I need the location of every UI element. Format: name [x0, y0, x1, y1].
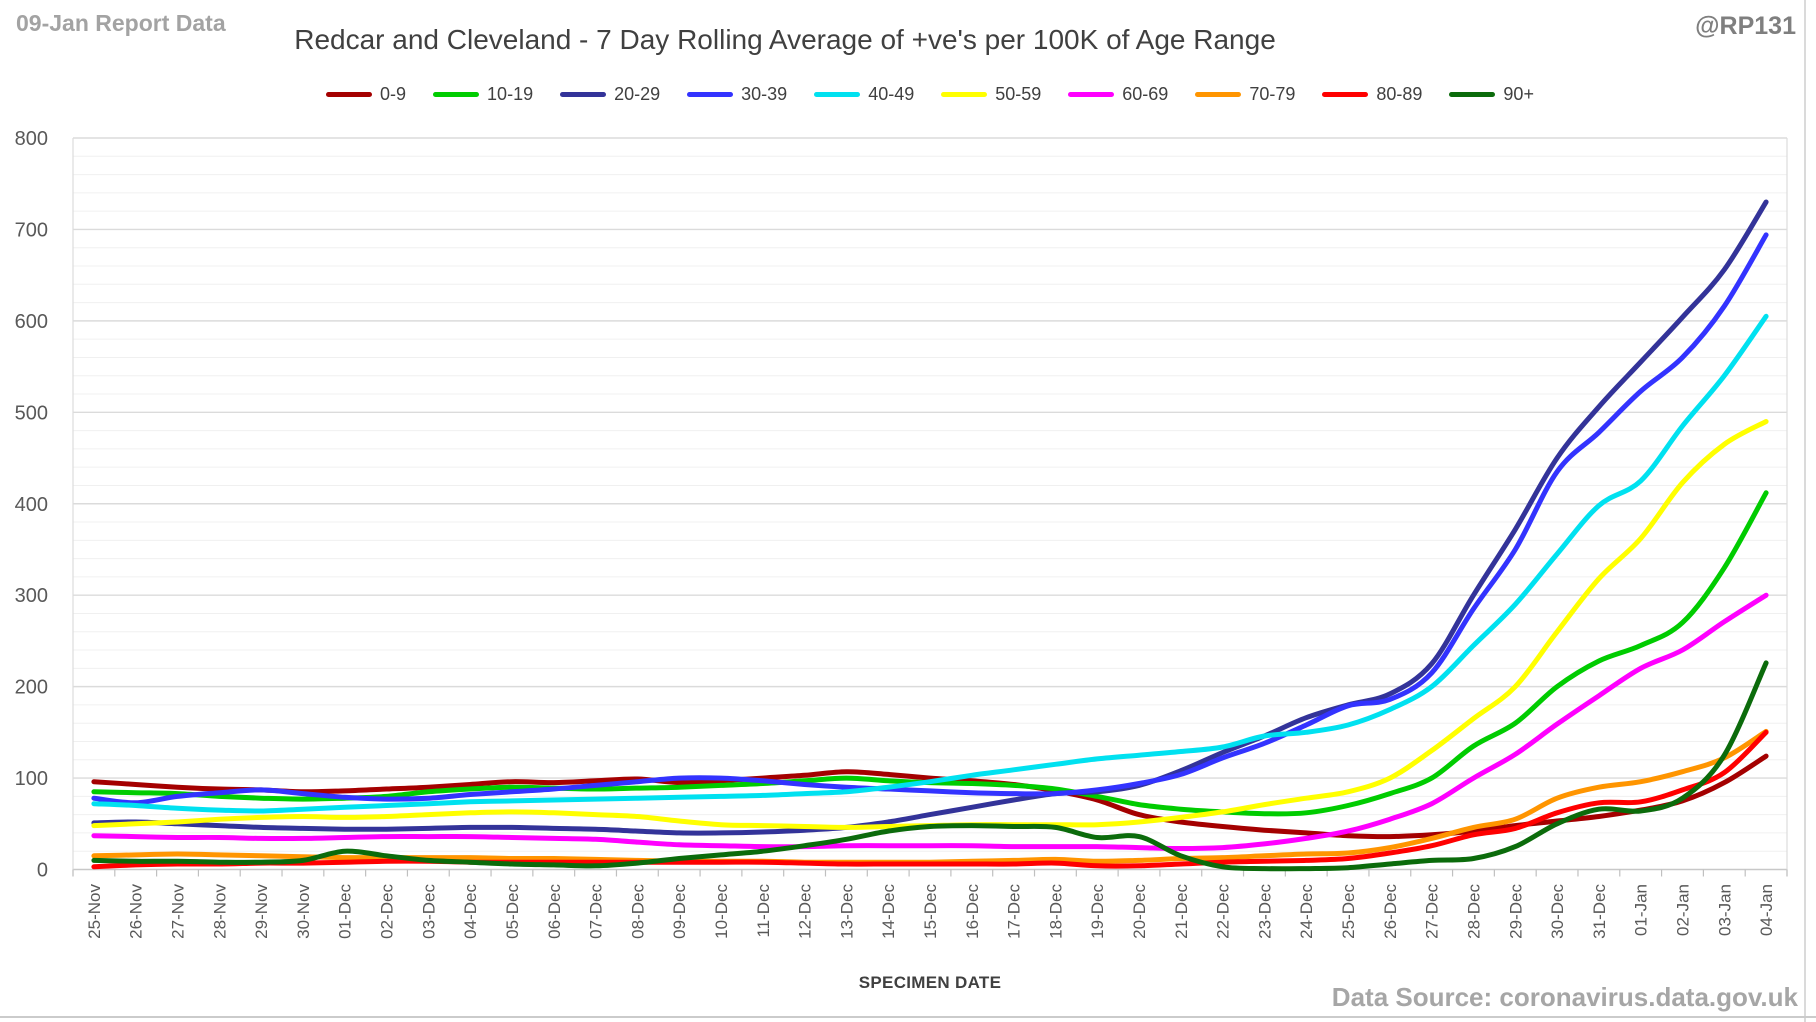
legend-swatch-30-39 — [687, 92, 734, 97]
x-axis-label: 21-Dec — [1172, 884, 1191, 939]
legend-swatch-90+ — [1449, 92, 1496, 97]
x-axis-label: 27-Dec — [1423, 884, 1442, 939]
legend-label-70-79: 70-79 — [1249, 84, 1296, 104]
data-source-label: Data Source: coronavirus.data.gov.uk — [1331, 982, 1798, 1012]
x-axis-label: 25-Dec — [1339, 884, 1358, 939]
legend-item-30-39: 30-39 — [687, 84, 787, 105]
legend-item-40-49: 40-49 — [814, 84, 914, 105]
x-axis-label: 06-Dec — [545, 884, 564, 939]
x-axis-label: 27-Nov — [169, 884, 188, 939]
legend-label-30-39: 30-39 — [741, 84, 788, 104]
legend-swatch-80-89 — [1322, 92, 1369, 97]
y-axis-label: 800 — [15, 128, 48, 150]
legend-label-80-89: 80-89 — [1376, 84, 1423, 104]
x-axis-label: 20-Dec — [1130, 884, 1149, 939]
window-edge-bottom — [0, 1016, 1816, 1018]
y-axis-label: 300 — [15, 585, 48, 607]
legend-item-0-9: 0-9 — [326, 84, 406, 105]
x-axis-label: 30-Dec — [1548, 884, 1567, 939]
x-axis-label: 03-Dec — [419, 884, 438, 939]
legend-label-0-9: 0-9 — [380, 84, 407, 104]
y-axis-label: 600 — [15, 311, 48, 333]
series-line-80-89 — [91, 729, 1769, 870]
series-line-30-39 — [91, 232, 1769, 806]
x-axis-label: 03-Jan — [1715, 884, 1734, 936]
x-axis-label: 31-Dec — [1590, 884, 1609, 939]
x-axis-label: 12-Dec — [796, 884, 815, 939]
x-axis-label: 13-Dec — [837, 884, 856, 939]
x-axis-label: 08-Dec — [628, 884, 647, 939]
series-line-90+ — [91, 660, 1769, 872]
x-axis-title: SPECIMEN DATE — [858, 973, 1002, 992]
legend-item-80-89: 80-89 — [1322, 84, 1422, 105]
y-axis-label: 500 — [15, 402, 48, 424]
x-axis-label: 04-Dec — [461, 884, 480, 939]
x-axis-label: 07-Dec — [587, 884, 606, 939]
x-axis-label: 26-Dec — [1381, 884, 1400, 939]
legend-item-90+: 90+ — [1449, 84, 1534, 105]
y-axis-label: 200 — [15, 677, 48, 699]
x-axis-label: 01-Jan — [1632, 884, 1651, 936]
legend-swatch-20-29 — [560, 92, 607, 97]
series-line-50-59 — [91, 419, 1769, 830]
x-axis-label: 02-Dec — [378, 884, 397, 939]
legend-swatch-0-9 — [326, 92, 373, 97]
window-edge-right — [1804, 0, 1806, 1022]
x-axis-label: 29-Dec — [1506, 884, 1525, 939]
x-axis-label: 15-Dec — [921, 884, 940, 939]
legend-item-70-79: 70-79 — [1195, 84, 1295, 105]
legend-label-10-19: 10-19 — [487, 84, 534, 104]
x-axis-label: 24-Dec — [1297, 884, 1316, 939]
x-axis-label: 11-Dec — [754, 884, 773, 938]
chart-title: Redcar and Cleveland - 7 Day Rolling Ave… — [294, 24, 1276, 55]
legend-label-20-29: 20-29 — [614, 84, 661, 104]
report-date-label: 09-Jan Report Data — [16, 10, 226, 36]
x-axis-label: 23-Dec — [1255, 884, 1274, 939]
legend-swatch-70-79 — [1195, 92, 1242, 97]
chart-legend: 0-9 10-19 20-29 30-39 40-49 50-59 60-69 70-79 80… — [73, 84, 1787, 105]
x-axis-label: 10-Dec — [712, 884, 731, 939]
x-axis-label: 05-Dec — [503, 884, 522, 939]
x-axis-label: 14-Dec — [879, 884, 898, 939]
legend-label-90+: 90+ — [1503, 84, 1534, 104]
x-axis-label: 26-Nov — [127, 884, 146, 939]
x-axis-label: 01-Dec — [336, 884, 355, 939]
author-handle: @RP131 — [1695, 12, 1796, 40]
series-line-40-49 — [91, 313, 1769, 814]
legend-swatch-10-19 — [433, 92, 480, 97]
x-axis-label: 17-Dec — [1005, 884, 1024, 939]
legend-swatch-60-69 — [1068, 92, 1115, 97]
x-axis-label: 28-Nov — [210, 884, 229, 939]
series-line-0-9 — [91, 753, 1769, 840]
series-line-60-69 — [91, 592, 1769, 851]
x-axis-label: 29-Nov — [252, 884, 271, 939]
legend-swatch-40-49 — [814, 92, 861, 97]
x-axis-label: 28-Dec — [1464, 884, 1483, 939]
x-axis-label: 16-Dec — [963, 884, 982, 939]
legend-label-50-59: 50-59 — [995, 84, 1042, 104]
x-axis-label: 30-Nov — [294, 884, 313, 939]
legend-label-40-49: 40-49 — [868, 84, 915, 104]
series-line-20-29 — [91, 199, 1769, 836]
x-axis-label: 09-Dec — [670, 884, 689, 939]
legend-item-10-19: 10-19 — [433, 84, 533, 105]
legend-swatch-50-59 — [941, 92, 988, 97]
x-axis-label: 02-Jan — [1673, 884, 1692, 936]
y-axis-label: 100 — [15, 768, 48, 790]
legend-item-60-69: 60-69 — [1068, 84, 1168, 105]
series-line-10-19 — [91, 490, 1769, 817]
y-axis-label: 0 — [37, 860, 48, 882]
x-axis-label: 04-Jan — [1757, 884, 1776, 936]
y-axis-label: 400 — [15, 494, 48, 516]
x-axis-label: 19-Dec — [1088, 884, 1107, 939]
x-axis-label: 25-Nov — [85, 884, 104, 939]
legend-label-60-69: 60-69 — [1122, 84, 1169, 104]
legend-item-20-29: 20-29 — [560, 84, 660, 105]
x-axis-label: 18-Dec — [1046, 884, 1065, 939]
y-axis-label: 700 — [15, 219, 48, 241]
x-axis-label: 22-Dec — [1214, 884, 1233, 939]
legend-item-50-59: 50-59 — [941, 84, 1041, 105]
